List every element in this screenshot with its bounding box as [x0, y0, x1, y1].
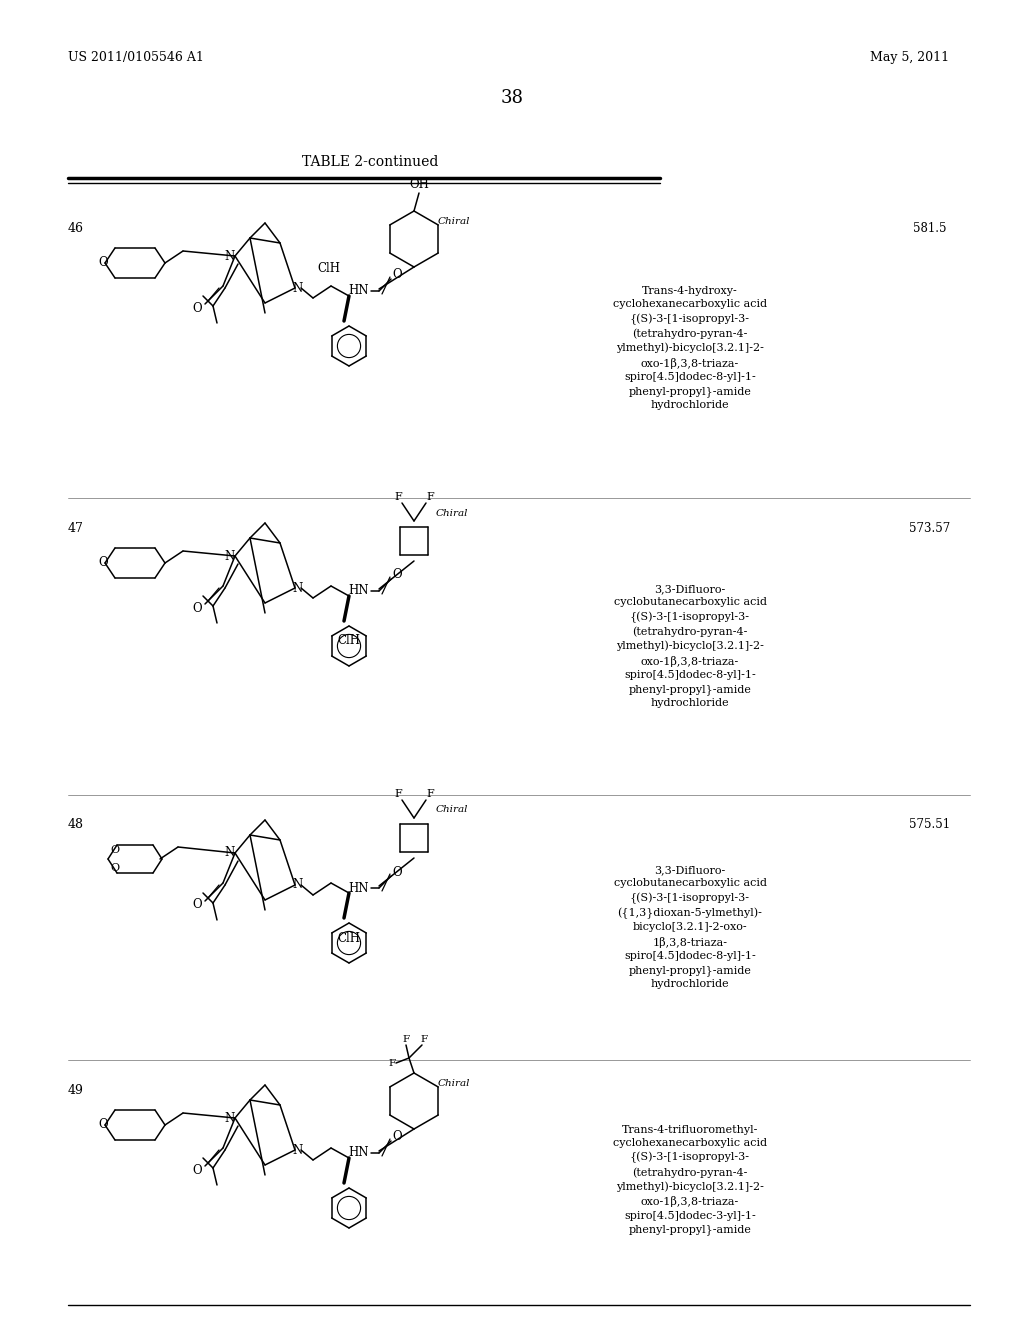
- Text: O: O: [193, 602, 202, 615]
- Text: O: O: [98, 1118, 108, 1131]
- Text: F: F: [402, 1035, 410, 1044]
- Text: N: N: [225, 1111, 236, 1125]
- Text: O: O: [111, 845, 120, 855]
- Text: OH: OH: [409, 178, 429, 191]
- Text: May 5, 2011: May 5, 2011: [870, 51, 949, 65]
- Text: HN: HN: [349, 1147, 370, 1159]
- Text: O: O: [98, 557, 108, 569]
- Text: 47: 47: [68, 521, 84, 535]
- Text: 575.51: 575.51: [909, 818, 950, 832]
- Text: ClH: ClH: [317, 263, 341, 276]
- Text: O: O: [111, 863, 120, 873]
- Text: ClH: ClH: [338, 635, 360, 648]
- Text: 48: 48: [68, 818, 84, 832]
- Text: US 2011/0105546 A1: US 2011/0105546 A1: [68, 51, 204, 65]
- Text: N: N: [225, 846, 236, 859]
- Text: O: O: [193, 301, 202, 314]
- Text: HN: HN: [349, 585, 370, 598]
- Text: O: O: [392, 1130, 401, 1143]
- Text: Chiral: Chiral: [437, 216, 470, 226]
- Text: 3,3-Difluoro-
cyclobutanecarboxylic acid
{(S)-3-[1-isopropyl-3-
({1,3}dioxan-5-y: 3,3-Difluoro- cyclobutanecarboxylic acid…: [613, 865, 767, 989]
- Text: O: O: [193, 1163, 202, 1176]
- Text: N: N: [293, 879, 303, 891]
- Text: 581.5: 581.5: [913, 222, 947, 235]
- Text: O: O: [392, 569, 401, 582]
- Text: O: O: [392, 866, 401, 879]
- Text: N: N: [293, 1143, 303, 1156]
- Text: F: F: [388, 1059, 395, 1068]
- Text: 46: 46: [68, 222, 84, 235]
- Text: F: F: [426, 789, 434, 799]
- Text: Chiral: Chiral: [436, 805, 468, 814]
- Text: O: O: [193, 899, 202, 912]
- Text: F: F: [421, 1035, 428, 1044]
- Text: N: N: [293, 582, 303, 594]
- Text: TABLE 2-continued: TABLE 2-continued: [302, 154, 438, 169]
- Text: F: F: [394, 492, 401, 502]
- Text: 3,3-Difluoro-
cyclobutanecarboxylic acid
{(S)-3-[1-isopropyl-3-
(tetrahydro-pyra: 3,3-Difluoro- cyclobutanecarboxylic acid…: [613, 583, 767, 708]
- Text: 49: 49: [68, 1084, 84, 1097]
- Text: F: F: [426, 492, 434, 502]
- Text: Trans-4-hydroxy-
cyclohexanecarboxylic acid
{(S)-3-[1-isopropyl-3-
(tetrahydro-p: Trans-4-hydroxy- cyclohexanecarboxylic a…: [613, 286, 767, 411]
- Text: F: F: [394, 789, 401, 799]
- Text: ClH: ClH: [338, 932, 360, 945]
- Text: N: N: [225, 549, 236, 562]
- Text: 38: 38: [501, 88, 523, 107]
- Text: O: O: [392, 268, 401, 281]
- Text: Chiral: Chiral: [436, 508, 468, 517]
- Text: N: N: [225, 249, 236, 263]
- Text: Chiral: Chiral: [437, 1078, 470, 1088]
- Text: HN: HN: [349, 882, 370, 895]
- Text: HN: HN: [349, 285, 370, 297]
- Text: 573.57: 573.57: [909, 521, 950, 535]
- Text: O: O: [98, 256, 108, 269]
- Text: Trans-4-trifluoromethyl-
cyclohexanecarboxylic acid
{(S)-3-[1-isopropyl-3-
(tetr: Trans-4-trifluoromethyl- cyclohexanecarb…: [613, 1125, 767, 1236]
- Text: N: N: [293, 281, 303, 294]
